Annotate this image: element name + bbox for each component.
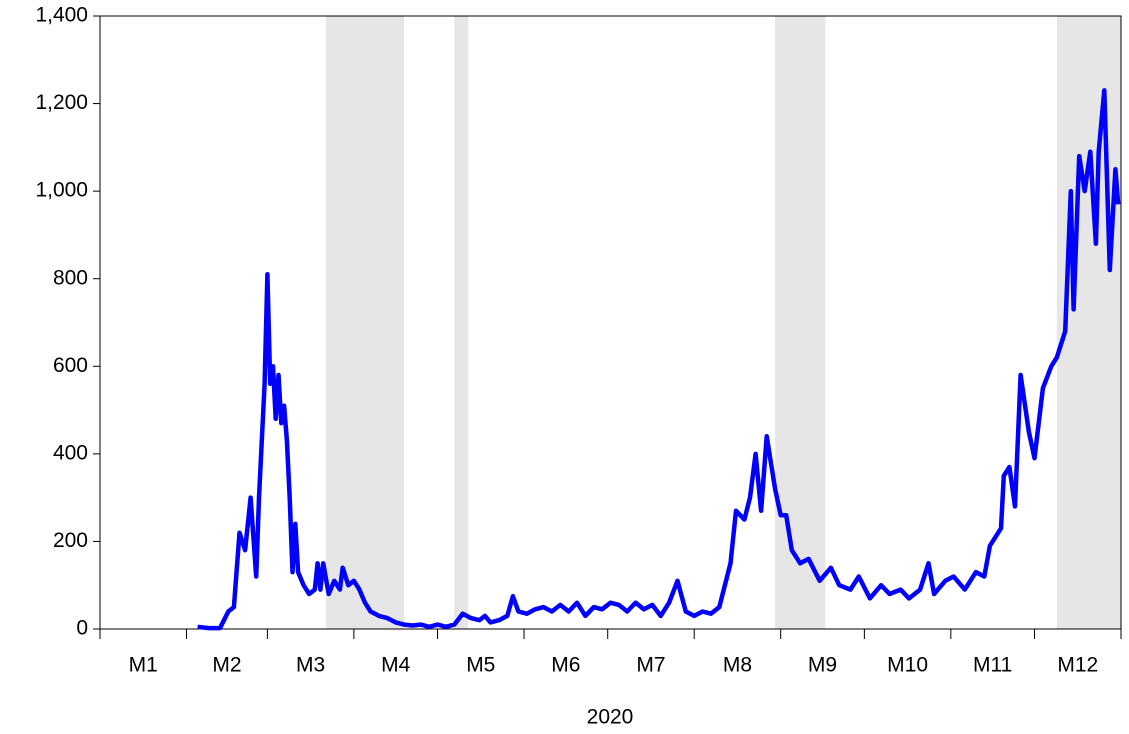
x-tick-label: M3 [296,654,325,677]
x-tick-label: M1 [129,654,158,677]
x-tick-label: M9 [808,654,837,677]
x-axis-title: 2020 [587,706,634,729]
y-tick-label: 0 [76,617,88,640]
x-tick-label: M5 [466,654,495,677]
y-tick-label: 800 [53,266,88,289]
shaded-range [454,16,469,629]
x-tick-label: M7 [636,654,665,677]
x-tick-label: M10 [887,654,928,677]
y-tick-label: 1,200 [35,91,88,114]
y-tick-label: 600 [53,354,88,377]
line-series [197,88,1121,631]
shaded-range [775,16,826,629]
y-tick-label: 1,400 [35,4,88,27]
x-tick-label: M2 [212,654,241,677]
shaded-range [325,16,405,629]
y-tick-label: 400 [53,441,88,464]
plot-frame [99,15,1122,630]
y-tick-label: 200 [53,529,88,552]
x-tick-label: M8 [723,654,752,677]
x-tick-label: M12 [1057,654,1098,677]
y-tick-label: 1,000 [35,179,88,202]
x-tick-label: M6 [551,654,580,677]
x-tick-label: M11 [973,654,1012,677]
x-tick-label: M4 [381,654,410,677]
